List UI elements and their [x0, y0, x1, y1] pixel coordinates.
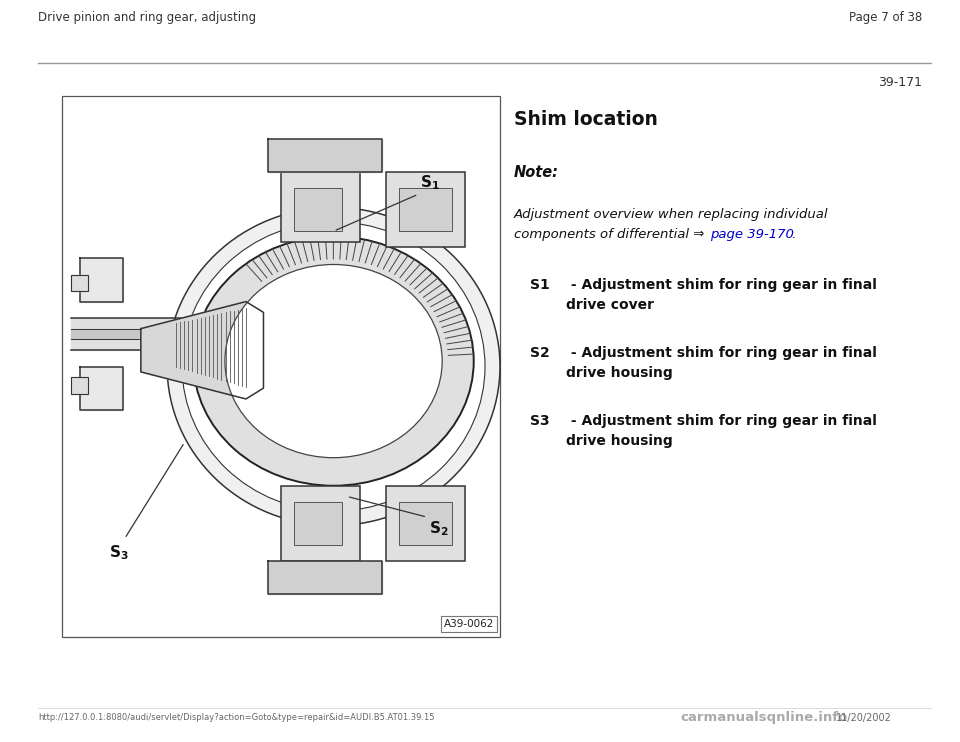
Text: http://127.0.0.1:8080/audi/servlet/Display?action=Goto&type=repair&id=AUDI.B5.AT: http://127.0.0.1:8080/audi/servlet/Displ… — [38, 714, 435, 723]
Text: drive cover: drive cover — [566, 298, 654, 312]
Text: 11/20/2002: 11/20/2002 — [836, 713, 892, 723]
Text: $\mathbf{S_1}$: $\mathbf{S_1}$ — [420, 174, 441, 192]
Bar — [71, 275, 88, 291]
Polygon shape — [80, 367, 123, 410]
Ellipse shape — [225, 264, 443, 458]
Bar — [294, 502, 343, 545]
Text: .: . — [788, 228, 797, 241]
Polygon shape — [80, 258, 123, 301]
Text: S1: S1 — [530, 278, 550, 292]
Bar — [281, 485, 360, 561]
Text: A39-0062: A39-0062 — [444, 619, 494, 629]
Text: S2: S2 — [530, 346, 550, 360]
Bar — [281, 171, 360, 242]
Text: drive housing: drive housing — [566, 434, 673, 448]
Text: page 39-170: page 39-170 — [710, 228, 794, 241]
Text: Shim location: Shim location — [514, 110, 658, 129]
Bar — [399, 502, 452, 545]
Text: $\mathbf{S_2}$: $\mathbf{S_2}$ — [429, 519, 449, 538]
Text: carmanualsqnline.info: carmanualsqnline.info — [680, 712, 848, 724]
Bar — [386, 171, 465, 248]
Polygon shape — [268, 139, 382, 171]
Bar — [294, 188, 343, 232]
Text: 39-171: 39-171 — [878, 76, 922, 88]
Text: components of differential ⇒: components of differential ⇒ — [514, 228, 708, 241]
Text: Note:: Note: — [514, 165, 559, 180]
Text: Drive pinion and ring gear, adjusting: Drive pinion and ring gear, adjusting — [38, 11, 256, 24]
Text: $\mathbf{S_3}$: $\mathbf{S_3}$ — [108, 543, 129, 562]
Bar — [386, 485, 465, 561]
Text: Adjustment overview when replacing individual: Adjustment overview when replacing indiv… — [514, 208, 828, 221]
Polygon shape — [268, 561, 382, 594]
Bar — [62, 96, 500, 637]
Text: - Adjustment shim for ring gear in final: - Adjustment shim for ring gear in final — [566, 278, 876, 292]
Text: - Adjustment shim for ring gear in final: - Adjustment shim for ring gear in final — [566, 346, 876, 360]
Bar — [71, 378, 88, 393]
Ellipse shape — [193, 237, 473, 486]
Text: drive housing: drive housing — [566, 366, 673, 380]
Ellipse shape — [167, 208, 500, 525]
Text: S3: S3 — [530, 414, 550, 428]
Text: - Adjustment shim for ring gear in final: - Adjustment shim for ring gear in final — [566, 414, 876, 428]
Polygon shape — [141, 301, 263, 399]
Bar — [399, 188, 452, 232]
Text: Page 7 of 38: Page 7 of 38 — [849, 11, 922, 24]
Ellipse shape — [182, 222, 485, 511]
